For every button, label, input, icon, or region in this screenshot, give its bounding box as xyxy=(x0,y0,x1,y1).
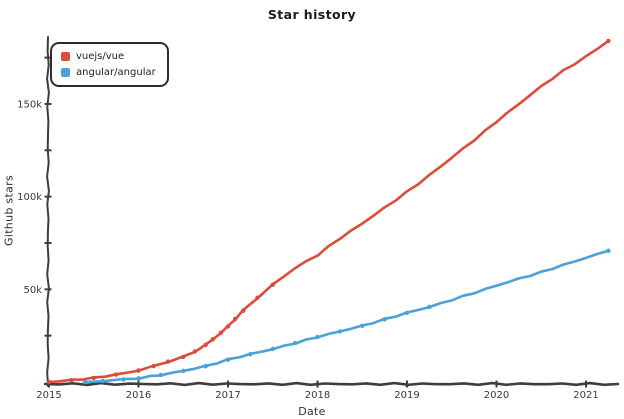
data-point-vuejs-vue xyxy=(151,363,156,369)
legend-swatch-vuejs-vue xyxy=(61,52,70,61)
data-point-vuejs-vue xyxy=(136,368,141,373)
x-axis-tick-label: 2019 xyxy=(394,390,419,401)
data-point-angular-angular xyxy=(82,379,88,385)
data-point-vuejs-vue xyxy=(192,349,198,354)
data-point-angular-angular xyxy=(606,248,611,253)
x-axis-tick-label: 2020 xyxy=(484,390,509,401)
data-point-vuejs-vue xyxy=(232,316,238,322)
x-axis-tick-label: 2015 xyxy=(36,390,61,401)
legend: vuejs/vue angular/angular xyxy=(50,42,169,87)
data-point-vuejs-vue xyxy=(165,359,171,364)
data-point-angular-angular xyxy=(181,368,186,374)
x-axis-tick-label: 2018 xyxy=(305,390,330,401)
data-point-vuejs-vue xyxy=(203,342,208,348)
data-point-vuejs-vue xyxy=(241,308,246,313)
data-point-angular-angular xyxy=(404,310,410,316)
data-point-vuejs-vue xyxy=(91,375,96,381)
legend-item-angular-angular[interactable]: angular/angular xyxy=(61,67,156,78)
data-point-vuejs-vue xyxy=(181,354,186,360)
data-point-angular-angular xyxy=(121,377,126,382)
x-axis-tick-label: 2017 xyxy=(215,390,240,401)
data-point-vuejs-vue xyxy=(210,337,215,342)
legend-swatch-angular-angular xyxy=(61,68,70,77)
data-point-vuejs-vue xyxy=(606,38,611,44)
legend-item-vuejs-vue[interactable]: vuejs/vue xyxy=(61,51,156,62)
x-axis-tick-label: 2021 xyxy=(573,390,598,401)
legend-label: vuejs/vue xyxy=(76,51,125,62)
data-point-vuejs-vue xyxy=(270,282,275,287)
data-point-angular-angular xyxy=(100,378,105,384)
series-line-angular-angular xyxy=(83,249,610,384)
y-axis-title: Github stars xyxy=(2,175,16,246)
y-axis-tick-label: 50k xyxy=(23,285,42,296)
data-point-angular-angular xyxy=(360,323,365,329)
data-point-angular-angular xyxy=(158,372,164,378)
chart-title: Star history xyxy=(267,7,357,22)
data-point-vuejs-vue xyxy=(218,330,224,336)
data-point-angular-angular xyxy=(136,376,141,381)
data-point-angular-angular xyxy=(337,329,343,334)
y-axis-tick-label: 150k xyxy=(17,99,42,110)
data-point-angular-angular xyxy=(248,351,253,357)
data-point-vuejs-vue xyxy=(113,372,119,377)
x-axis-title: Date xyxy=(298,405,326,418)
x-axis-line xyxy=(43,381,620,387)
data-point-angular-angular xyxy=(315,334,320,340)
y-axis-tick-label: 100k xyxy=(17,192,42,203)
data-point-vuejs-vue xyxy=(255,295,260,300)
data-point-angular-angular xyxy=(427,304,432,310)
data-point-angular-angular xyxy=(225,357,231,362)
data-point-angular-angular xyxy=(382,317,387,322)
series-line-vuejs-vue xyxy=(47,39,610,384)
data-point-angular-angular xyxy=(292,340,298,346)
legend-label: angular/angular xyxy=(76,67,156,78)
data-point-vuejs-vue xyxy=(225,324,231,329)
data-point-angular-angular xyxy=(203,364,208,369)
y-axis-line xyxy=(46,36,50,387)
data-point-angular-angular xyxy=(270,346,275,352)
data-point-vuejs-vue xyxy=(46,379,52,385)
x-axis-tick-label: 2016 xyxy=(126,390,151,401)
data-point-vuejs-vue xyxy=(69,377,74,383)
